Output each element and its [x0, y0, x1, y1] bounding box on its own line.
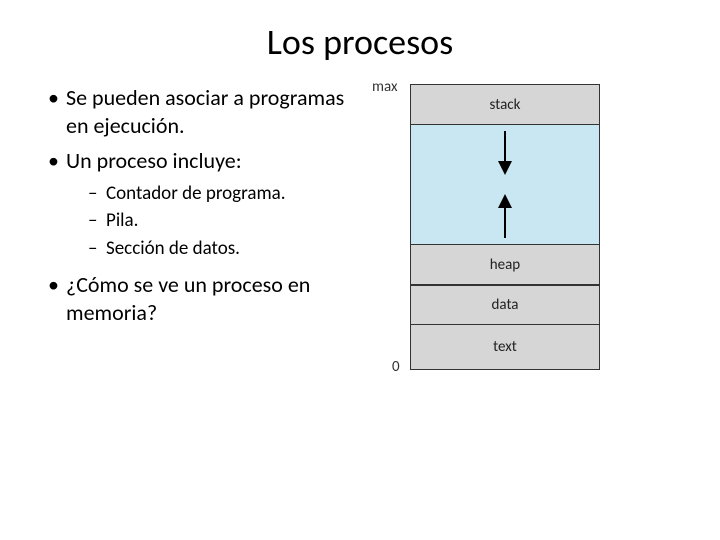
segment-stack-label: stack: [490, 96, 521, 114]
bullet-list: Se pueden asociar a programas en ejecuci…: [30, 84, 360, 326]
segment-data: data: [411, 285, 599, 325]
sub-bullet-1: Contador de programa.: [88, 181, 360, 207]
memory-diagram: max 0 stack: [410, 84, 660, 370]
content-area: Se pueden asociar a programas en ejecuci…: [0, 84, 720, 370]
arrow-down-icon: [496, 131, 514, 175]
segment-heap: heap: [411, 245, 599, 285]
text-column: Se pueden asociar a programas en ejecuci…: [30, 84, 370, 370]
page-title: Los procesos: [0, 0, 720, 84]
sub-bullet-2: Pila.: [88, 208, 360, 234]
sub-bullet-3: Sección de datos.: [88, 236, 360, 262]
segment-data-label: data: [492, 296, 519, 314]
axis-label-max: max: [372, 78, 398, 96]
diagram-column: max 0 stack: [370, 84, 690, 370]
segment-stack: stack: [411, 85, 599, 125]
bullet-item-1: Se pueden asociar a programas en ejecuci…: [48, 84, 360, 139]
bullet-item-2-text: Un proceso incluye:: [66, 147, 242, 174]
axis-label-zero: 0: [392, 358, 400, 376]
sub-bullet-list: Contador de programa. Pila. Sección de d…: [66, 181, 360, 262]
segment-gap: [411, 125, 599, 245]
bullet-item-2: Un proceso incluye: Contador de programa…: [48, 147, 360, 261]
memory-stack: stack: [410, 84, 600, 370]
segment-heap-label: heap: [490, 256, 520, 274]
bullet-item-3: ¿Cómo se ve un proceso en memoria?: [48, 271, 360, 326]
segment-text-label: text: [493, 338, 517, 356]
arrow-up-icon: [496, 194, 514, 238]
segment-text: text: [411, 325, 599, 369]
